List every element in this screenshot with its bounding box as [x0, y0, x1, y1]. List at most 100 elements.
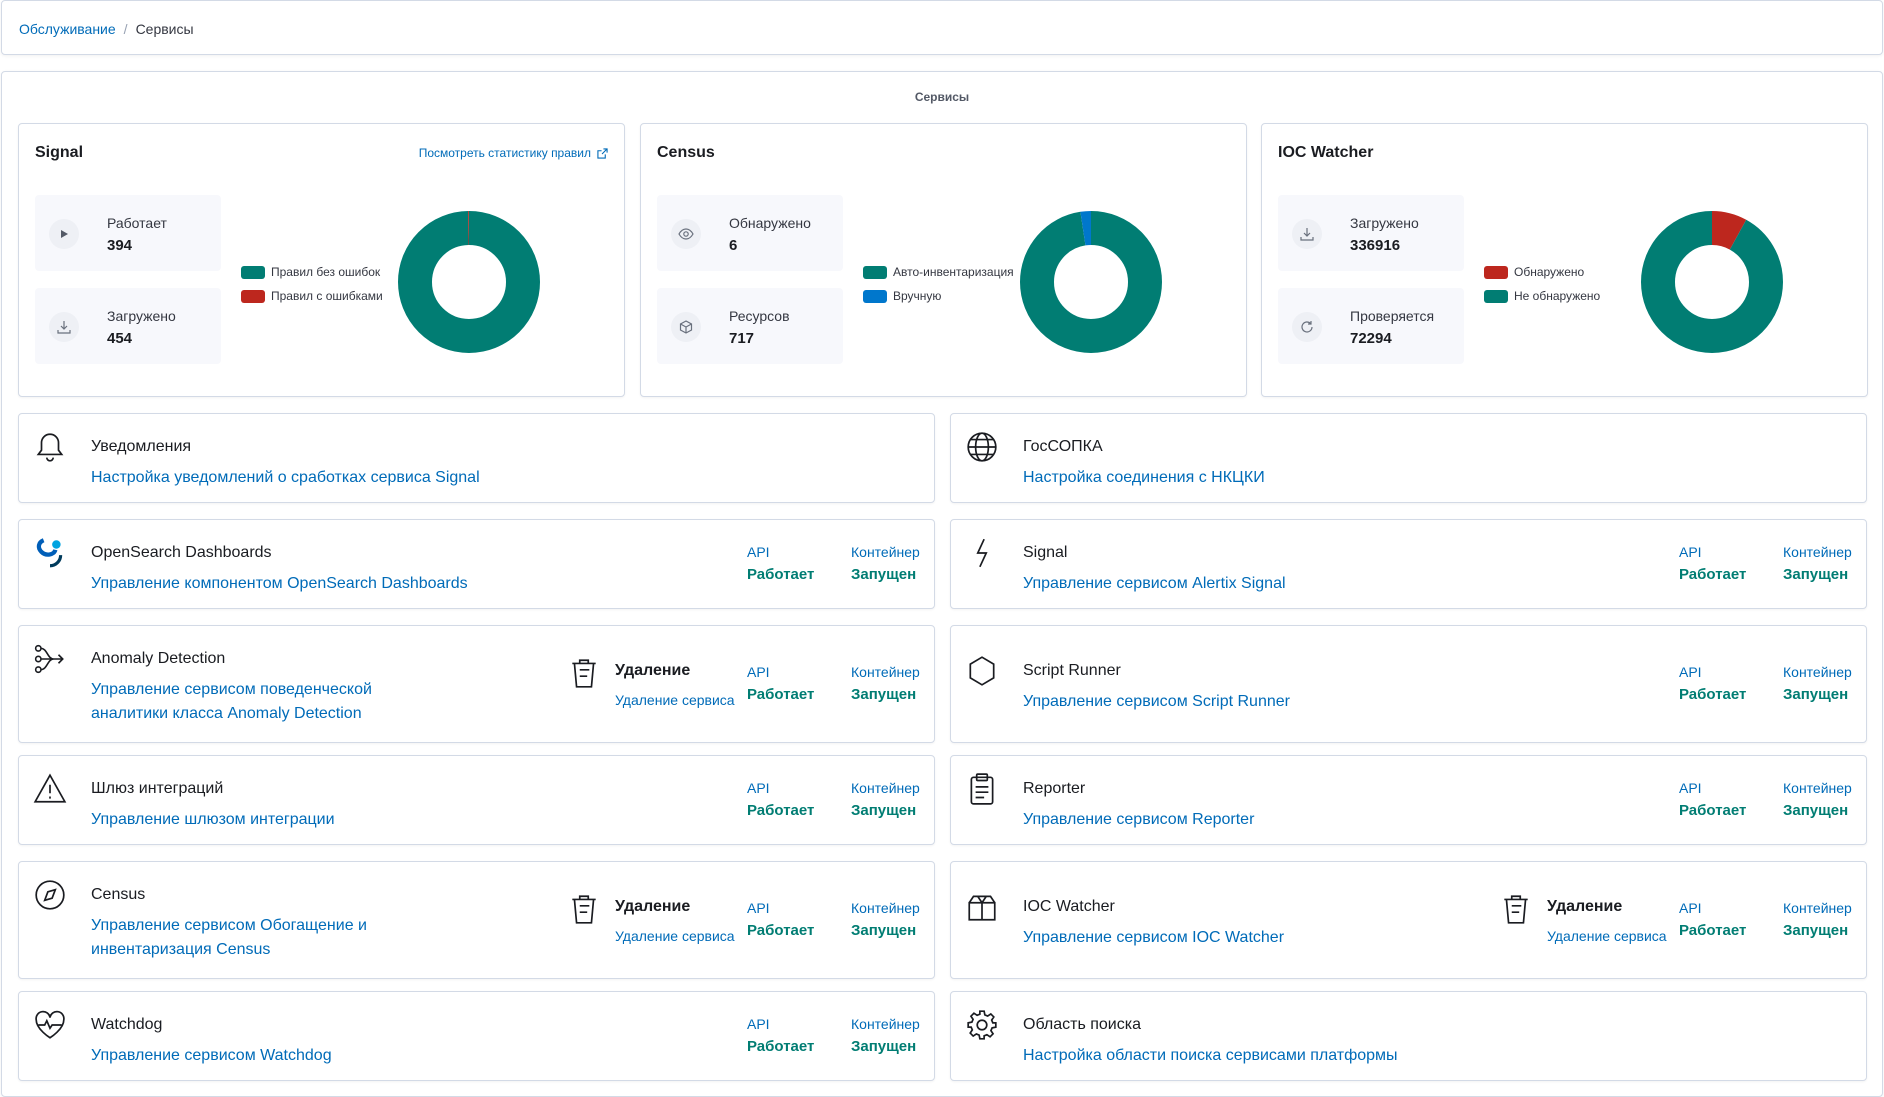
legend-item: Не обнаружено — [1484, 284, 1600, 308]
breadcrumb-bar: Обслуживание / Сервисы — [1, 0, 1883, 55]
service-name: Script Runner — [1023, 662, 1121, 679]
census-stats-panel: Census Обнаружено 6 Ресурсов 717 Авто-ин… — [640, 123, 1247, 397]
service-link[interactable]: Настройка уведомлений о сработках сервис… — [91, 469, 480, 486]
service-link[interactable]: Управление сервисом Alertix Signal — [1023, 575, 1286, 592]
inventory-donut-chart — [1020, 211, 1162, 353]
container-status: Контейнер Запущен — [1783, 544, 1852, 583]
legend-item: Обнаружено — [1484, 260, 1600, 284]
section-title: Сервисы — [914, 90, 970, 104]
service-card-ioc-watcher[interactable]: IOC Watcher Управление сервисом IOC Watc… — [950, 861, 1867, 979]
service-link[interactable]: Управление сервисом Script Runner — [1023, 693, 1290, 710]
service-card-census[interactable]: Census Управление сервисом Обогащение и и… — [18, 861, 935, 979]
service-link[interactable]: Настройка области поиска сервисами платф… — [1023, 1047, 1398, 1064]
stat-value: 72294 — [1350, 330, 1392, 347]
api-value: Работает — [1679, 686, 1747, 703]
legend-label: Авто-инвентаризация — [893, 265, 1014, 279]
rule-stats-link[interactable]: Посмотреть статистику правил — [419, 146, 608, 160]
ioc-stats-panel: IOC Watcher Загружено 336916 Проверяется… — [1261, 123, 1868, 397]
service-card-opensearch[interactable]: OpenSearch Dashboards Управление компоне… — [18, 519, 935, 609]
api-status: API Работает — [747, 780, 814, 819]
container-value: Запущен — [1783, 802, 1849, 819]
service-card-watchdog[interactable]: Watchdog Управление сервисом Watchdog AP… — [18, 991, 935, 1081]
service-name: IOC Watcher — [1023, 898, 1115, 915]
api-status: API Работает — [1679, 544, 1746, 583]
donut-slice — [1641, 211, 1783, 353]
container-label: Контейнер — [851, 664, 920, 680]
container-value: Запущен — [851, 1038, 917, 1055]
service-name: ГосСОПКА — [1023, 438, 1103, 455]
container-label: Контейнер — [1783, 544, 1852, 560]
hexagon-icon — [969, 656, 995, 686]
service-card-reporter[interactable]: Reporter Управление сервисом Reporter AP… — [950, 755, 1867, 845]
flow-branches-icon — [34, 644, 64, 674]
service-link[interactable]: Управление сервисом поведенческой аналити… — [91, 678, 372, 726]
stat-value: 454 — [107, 330, 133, 347]
service-link[interactable]: Управление сервисом Watchdog — [91, 1047, 332, 1064]
stat-label: Загружено — [107, 308, 176, 324]
delete-title: Удаление — [615, 662, 691, 679]
stat-tile-running: Работает 394 — [35, 195, 221, 271]
api-value: Работает — [747, 802, 815, 819]
external-link-icon — [597, 147, 608, 159]
container-label: Контейнер — [851, 900, 920, 916]
legend-item: Авто-инвентаризация — [863, 260, 1014, 284]
api-label: API — [1679, 900, 1702, 916]
container-status: Контейнер Запущен — [851, 544, 920, 583]
service-card-gossopka[interactable]: ГосСОПКА Настройка соединения с НКЦКИ — [950, 413, 1867, 503]
api-status: API Работает — [747, 664, 814, 703]
api-label: API — [747, 900, 770, 916]
service-card-search-scope[interactable]: Область поиска Настройка области поиска … — [950, 991, 1867, 1081]
service-link-line: Управление сервисом Обогащение и — [91, 917, 367, 934]
service-card-notifications[interactable]: Уведомления Настройка уведомлений о сраб… — [18, 413, 935, 503]
service-link[interactable]: Управление сервисом Обогащение и инвентар… — [91, 914, 367, 962]
service-link[interactable]: Настройка соединения с НКЦКИ — [1023, 469, 1265, 486]
container-label: Контейнер — [851, 1016, 920, 1032]
container-status: Контейнер Запущен — [1783, 664, 1852, 703]
container-status: Контейнер Запущен — [851, 1016, 920, 1055]
container-status: Контейнер Запущен — [851, 664, 920, 703]
service-link[interactable]: Управление шлюзом интеграции — [91, 811, 335, 828]
bell-icon — [36, 433, 64, 462]
compass-icon — [35, 880, 65, 910]
api-value: Работает — [1679, 566, 1747, 583]
box-icon — [968, 895, 996, 921]
delete-title: Удаление — [1547, 898, 1623, 915]
service-name: Anomaly Detection — [91, 650, 226, 667]
service-link[interactable]: Управление компонентом OpenSearch Dashbo… — [91, 575, 468, 592]
play-icon — [49, 219, 79, 249]
container-status: Контейнер Запущен — [1783, 900, 1852, 939]
stat-title: Census — [657, 144, 715, 161]
api-label: API — [1679, 664, 1702, 680]
legend-swatch — [863, 289, 887, 303]
api-value: Работает — [747, 1038, 815, 1055]
cube-icon — [671, 312, 701, 342]
container-value: Запущен — [851, 922, 917, 939]
api-status: API Работает — [747, 1016, 814, 1055]
breadcrumb-separator: / — [123, 21, 128, 37]
container-status: Контейнер Запущен — [851, 780, 920, 819]
legend-swatch — [863, 265, 887, 279]
stat-tile-resources: Ресурсов 717 — [657, 288, 843, 364]
delete-link[interactable]: Удаление сервиса — [1547, 928, 1667, 944]
service-card-signal[interactable]: Signal Управление сервисом Alertix Signa… — [950, 519, 1867, 609]
breadcrumb-parent-link[interactable]: Обслуживание — [19, 21, 116, 37]
service-name: Reporter — [1023, 780, 1086, 797]
legend-swatch — [1484, 289, 1508, 303]
service-link[interactable]: Управление сервисом IOC Watcher — [1023, 929, 1285, 946]
service-card-anomaly-detection[interactable]: Anomaly Detection Управление сервисом по… — [18, 625, 935, 743]
api-label: API — [747, 780, 770, 796]
container-label: Контейнер — [1783, 780, 1852, 796]
service-card-script-runner[interactable]: Script Runner Управление сервисом Script… — [950, 625, 1867, 743]
service-link-line: аналитики класса Anomaly Detection — [91, 705, 362, 722]
delete-link[interactable]: Удаление сервиса — [615, 928, 735, 944]
delete-link[interactable]: Удаление сервиса — [615, 692, 735, 708]
heart-pulse-icon — [35, 1010, 65, 1039]
api-label: API — [747, 1016, 770, 1032]
service-link[interactable]: Управление сервисом Reporter — [1023, 811, 1255, 828]
stat-value: 336916 — [1350, 237, 1401, 254]
donut-slice — [1020, 211, 1162, 353]
service-name: Область поиска — [1023, 1016, 1141, 1033]
breadcrumb-current: Сервисы — [135, 21, 194, 37]
chart-legend: Обнаружено Не обнаружено — [1484, 260, 1600, 308]
service-card-integration-gateway[interactable]: Шлюз интеграций Управление шлюзом интегр… — [18, 755, 935, 845]
